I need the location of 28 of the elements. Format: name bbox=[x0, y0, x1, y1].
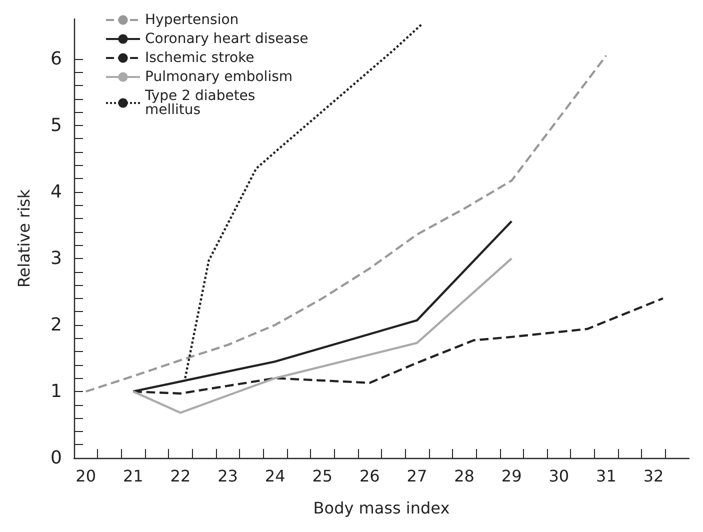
line-series bbox=[132, 257, 513, 414]
y-tick-label: 6 bbox=[50, 48, 62, 70]
x-tick-label: 26 bbox=[359, 466, 380, 486]
y-tick-label: 1 bbox=[50, 380, 62, 402]
legend-label: Type 2 diabetes mellitus bbox=[144, 88, 256, 118]
legend-label: Coronary heart disease bbox=[145, 31, 308, 47]
y-tick-label: 4 bbox=[50, 181, 62, 202]
x-tick-label: 24 bbox=[264, 466, 286, 486]
y-tick-label: 0 bbox=[50, 448, 62, 468]
x-tick-label: 32 bbox=[643, 466, 664, 486]
x-tick-label: 20 bbox=[76, 466, 96, 486]
legend-label: Hypertension bbox=[145, 12, 239, 28]
y-axis-title: Relative risk bbox=[14, 188, 34, 288]
y-tick-label: 3 bbox=[50, 248, 62, 269]
x-tick-label: 31 bbox=[596, 466, 616, 486]
x-axis-title: Body mass index bbox=[313, 498, 450, 518]
legend-label: Ischemic stroke bbox=[145, 50, 254, 66]
x-tick-label: 30 bbox=[548, 466, 570, 486]
x-tick-label: 29 bbox=[501, 466, 522, 486]
legend-label: Pulmonary embolism bbox=[145, 69, 293, 85]
x-tick-label: 21 bbox=[122, 466, 144, 486]
x-tick-label: 25 bbox=[312, 466, 333, 486]
x-tick-label: 28 bbox=[454, 466, 474, 486]
x-tick-label: 22 bbox=[170, 466, 191, 486]
y-tick-label: 2 bbox=[50, 314, 62, 336]
y-tick-label: 5 bbox=[50, 114, 62, 136]
x-tick-label: 27 bbox=[406, 466, 428, 486]
x-tick-label: 23 bbox=[218, 466, 238, 486]
